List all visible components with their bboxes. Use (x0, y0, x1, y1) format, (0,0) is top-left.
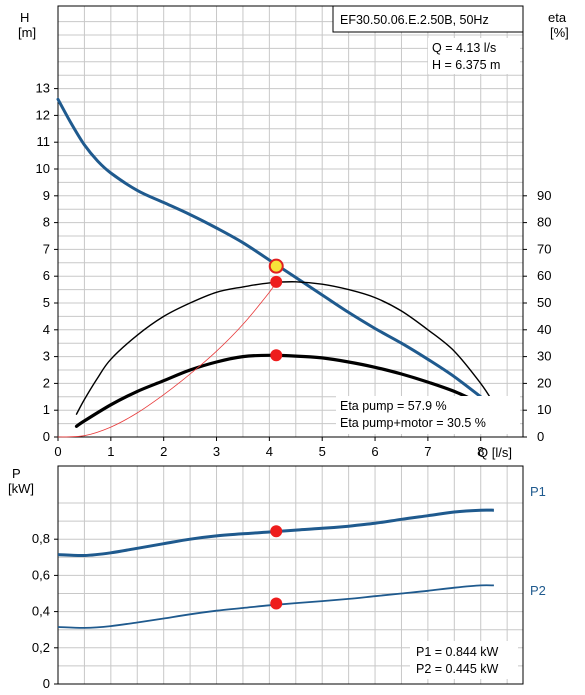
power-axis-unit: [kW] (8, 481, 34, 496)
power-tick-label: 0,6 (32, 567, 50, 582)
efficiency-point-marker (270, 349, 283, 362)
power-tick-label: 0 (43, 676, 50, 691)
duty-point-marker (268, 258, 284, 274)
head-curve (56, 97, 483, 399)
power-tick-label: 0,8 (32, 531, 50, 546)
power-point-marker (270, 597, 283, 610)
p2-series-name: P2 (530, 583, 546, 598)
y-tick-label-right: 90 (537, 188, 551, 203)
x-tick-label: 2 (160, 444, 167, 459)
system-curve (57, 281, 277, 438)
y-tick-label-left: 7 (43, 241, 50, 256)
y-tick-label-left: 2 (43, 375, 50, 390)
top-plot-frame (57, 5, 524, 438)
eta-pump-curve (75, 281, 495, 415)
y-axis-label-right: eta (548, 10, 567, 25)
y-tick-label-left: 5 (43, 295, 50, 310)
x-tick-label: 5 (319, 444, 326, 459)
y-tick-label-left: 13 (36, 81, 50, 96)
y-tick-label-right: 0 (537, 429, 544, 444)
x-tick-label: 8 (477, 444, 484, 459)
p1-power-curve (57, 508, 494, 558)
x-tick-label: 1 (107, 444, 114, 459)
duty-flow-label: Q = 4.13 l/s (432, 41, 496, 55)
p2-value-label: P2 = 0.445 kW (416, 662, 499, 676)
chart-title-box (332, 5, 524, 33)
eta-pump-label: Eta pump = 57.9 % (340, 399, 447, 413)
bottom-plot-grid (57, 466, 523, 684)
efficiency-point-marker (270, 275, 283, 288)
y-axis-unit-right: [%] (550, 25, 569, 40)
x-tick-label: 7 (424, 444, 431, 459)
x-tick-label: 6 (371, 444, 378, 459)
y-tick-label-left: 4 (43, 322, 50, 337)
y-tick-label-left: 1 (43, 402, 50, 417)
eta-pump-motor-curve (74, 353, 483, 428)
p1-series-name: P1 (530, 484, 546, 499)
y-tick-label-right: 30 (537, 349, 551, 364)
y-tick-label-left: 8 (43, 215, 50, 230)
y-tick-label-right: 20 (537, 375, 551, 390)
y-tick-label-left: 9 (43, 188, 50, 203)
eta-total-label: Eta pump+motor = 30.5 % (340, 416, 486, 430)
power-tick-label: 0,4 (32, 604, 50, 619)
chart-title: EF30.50.06.E.2.50B, 50Hz (340, 13, 489, 27)
y-tick-label-left: 0 (43, 429, 50, 444)
power-info-bg (410, 641, 518, 679)
y-tick-label-right: 70 (537, 241, 551, 256)
y-axis-label-left: H (20, 10, 29, 25)
power-axis-label: P (12, 466, 21, 481)
eta-info-bg (336, 396, 520, 434)
x-tick-label: 3 (213, 444, 220, 459)
power-tick-label: 0,2 (32, 640, 50, 655)
y-tick-label-right: 40 (537, 322, 551, 337)
y-tick-label-left: 12 (36, 107, 50, 122)
p2-power-curve (57, 584, 494, 629)
y-tick-label-left: 6 (43, 268, 50, 283)
y-tick-label-right: 50 (537, 295, 551, 310)
y-tick-label-left: 10 (36, 161, 50, 176)
duty-head-label: H = 6.375 m (432, 58, 500, 72)
power-point-marker (270, 525, 283, 538)
y-tick-label-right: 80 (537, 215, 551, 230)
x-tick-label: 0 (54, 444, 61, 459)
y-tick-label-left: 3 (43, 349, 50, 364)
y-tick-label-left: 11 (37, 134, 51, 149)
x-tick-label: 4 (266, 444, 273, 459)
duty-info-bg (428, 38, 520, 74)
y-tick-label-right: 10 (537, 402, 551, 417)
p1-value-label: P1 = 0.844 kW (416, 645, 499, 659)
y-axis-unit-left: [m] (18, 25, 36, 40)
y-tick-label-right: 60 (537, 268, 551, 283)
x-axis-label: Q [l/s] (478, 445, 512, 460)
